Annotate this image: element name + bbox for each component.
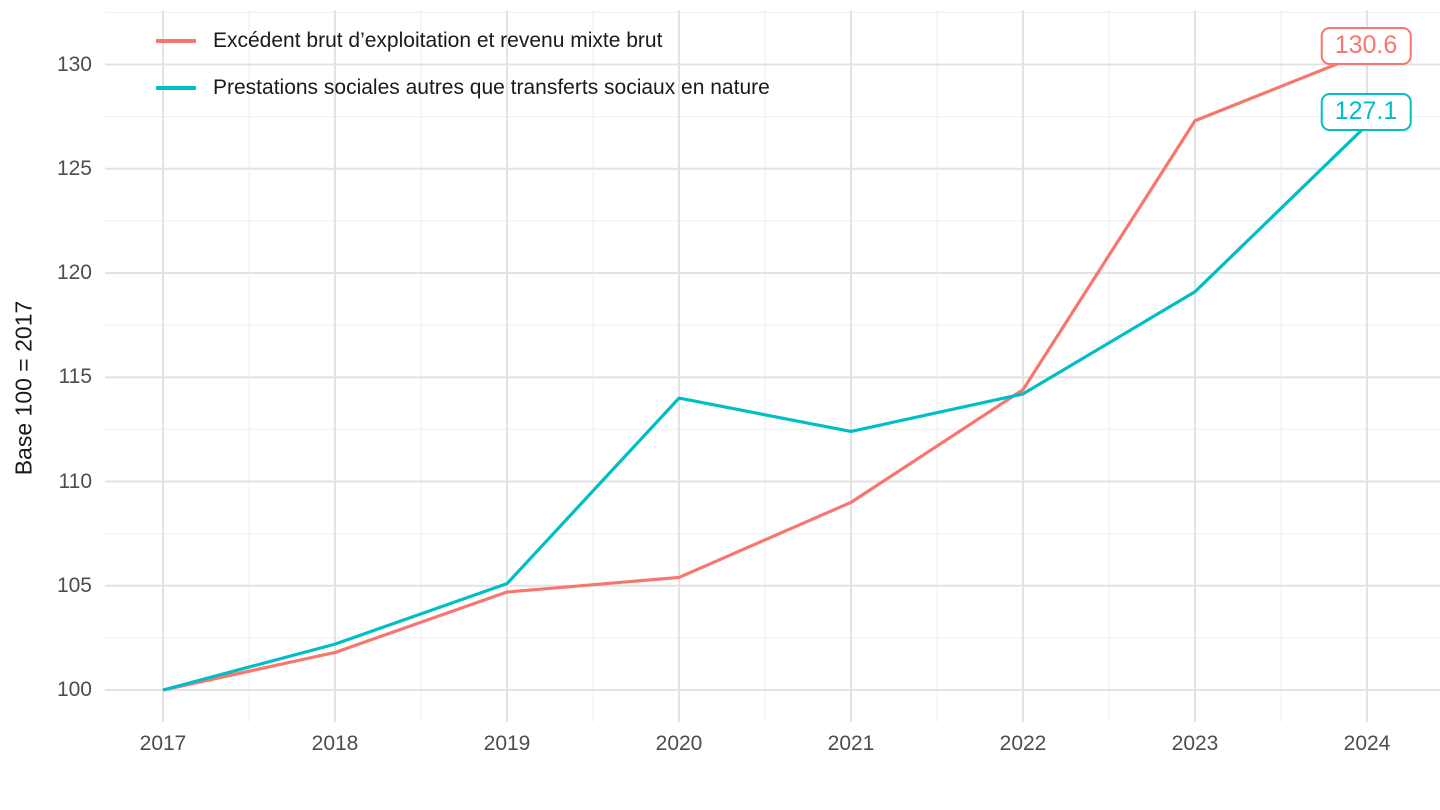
x-tick-label: 2024 — [1343, 732, 1391, 755]
x-tick-label: 2021 — [827, 732, 875, 755]
legend-key-line-teal — [156, 85, 196, 90]
series-line-prestations — [162, 123, 1369, 692]
y-tick-label: 120 — [56, 261, 92, 284]
x-tick-label: 2023 — [1171, 732, 1219, 755]
y-tick-label: 110 — [58, 469, 92, 493]
legend-key-line-red — [156, 38, 196, 43]
y-tick-label: 105 — [56, 573, 92, 597]
series-line-excedent — [162, 50, 1368, 692]
y-tick-label: 125 — [56, 156, 92, 180]
legend-item-prestations: Prestations sociales autres que transfer… — [156, 71, 770, 104]
end-value-label-excedent: 130.6 — [1320, 27, 1412, 65]
y-tick-label: 115 — [58, 365, 92, 389]
x-tick-label: 2022 — [999, 732, 1047, 755]
legend-item-excedent: Excédent brut d’exploitation et revenu m… — [156, 24, 770, 57]
x-tick-label: 2017 — [139, 732, 187, 755]
y-tick-label: 130 — [56, 52, 92, 76]
x-tick-label: 2019 — [483, 732, 531, 755]
end-value-label-prestations: 127.1 — [1320, 93, 1412, 131]
legend-label-excedent: Excédent brut d’exploitation et revenu m… — [213, 28, 663, 52]
y-tick-label: 100 — [56, 678, 92, 701]
x-tick-label: 2018 — [311, 732, 359, 755]
x-tick-label: 2020 — [655, 732, 703, 755]
y-axis-title: Base 100 = 2017 — [10, 300, 37, 476]
legend: Excédent brut d’exploitation et revenu m… — [156, 24, 770, 118]
legend-label-prestations: Prestations sociales autres que transfer… — [213, 75, 770, 99]
